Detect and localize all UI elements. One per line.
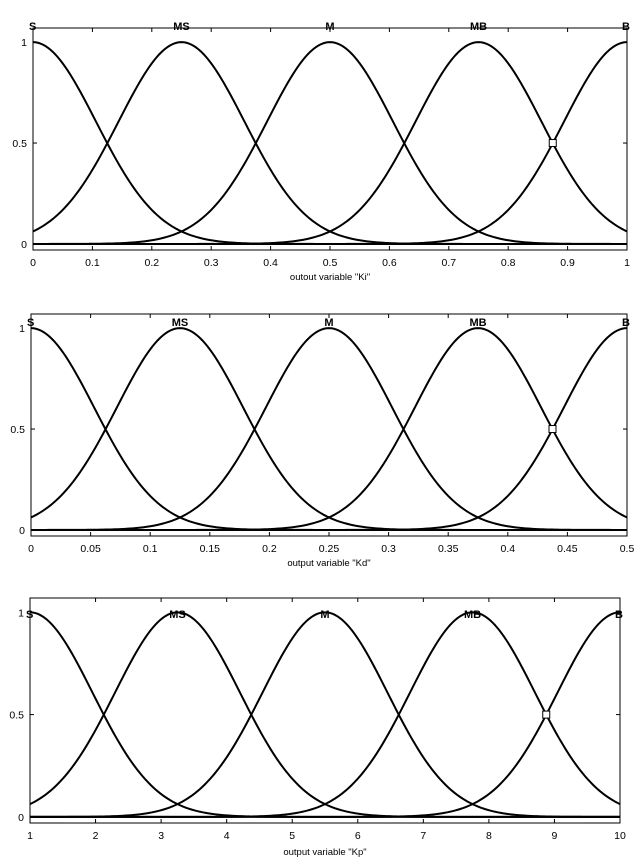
mf-label-mb: MB	[470, 21, 487, 33]
y-tick-label: 0.5	[10, 424, 25, 436]
y-tick-label: 1	[18, 607, 24, 619]
mf-label-ms: MS	[173, 21, 190, 33]
x-tick-label: 0.1	[85, 257, 100, 269]
x-tick-label: 0.3	[204, 257, 219, 269]
x-tick-label: 7	[420, 830, 426, 842]
series-line-mb	[33, 41, 628, 245]
x-tick-label: 0.7	[441, 257, 456, 269]
chart-ki: 0 0.1 0.2 0.3 0.4 0.5 0.6 0.7 0.8 0.9 1 0 0.5 1 outout…	[12, 21, 630, 283]
mf-label-m: M	[320, 609, 329, 621]
x-tick-label: 0.4	[500, 543, 515, 555]
selection-marker	[548, 139, 557, 148]
series-line-mb	[31, 327, 628, 531]
mf-label-ms: MS	[169, 609, 186, 621]
x-tick-label: 5	[289, 830, 295, 842]
x-tick-label: 1	[624, 257, 630, 269]
mf-label-b: B	[622, 317, 630, 329]
mf-label-mb: MB	[469, 317, 486, 329]
x-tick-label: 0.6	[382, 257, 397, 269]
series-line-b	[33, 41, 628, 245]
selection-marker	[548, 425, 557, 434]
series-line-b	[31, 327, 628, 531]
y-tick-label: 0	[21, 239, 27, 251]
y-tick-label: 0.5	[9, 710, 24, 722]
x-tick-label: 9	[552, 830, 558, 842]
x-axis-title: output variable "Kd"	[287, 558, 370, 569]
mf-label-mb: MB	[464, 609, 481, 621]
x-tick-label: 0.5	[620, 543, 635, 555]
series-line-m	[33, 41, 627, 245]
mf-label-m: M	[324, 317, 333, 329]
y-tick-label: 0	[18, 812, 24, 824]
x-tick-label: 0.45	[557, 543, 578, 555]
x-tick-label: 0.25	[319, 543, 340, 555]
x-tick-label: 0.2	[144, 257, 159, 269]
mf-label-s: S	[27, 317, 34, 329]
x-tick-label: 6	[355, 830, 361, 842]
series-line-ms	[32, 41, 627, 245]
x-tick-label: 0.05	[80, 543, 101, 555]
series-line-s	[30, 327, 627, 531]
x-tick-label: 0.9	[560, 257, 575, 269]
x-tick-label: 0.1	[143, 543, 158, 555]
mf-label-s: S	[29, 21, 36, 33]
x-tick-label: 3	[158, 830, 164, 842]
mf-label-b: B	[615, 609, 623, 621]
x-tick-label: 0.3	[381, 543, 396, 555]
x-axis-title: output variable "Kp"	[283, 847, 366, 858]
mf-label-b: B	[622, 21, 630, 33]
series-line-s	[32, 41, 627, 245]
y-tick-label: 1	[21, 37, 27, 49]
selection-marker	[542, 710, 551, 719]
plot-frame	[30, 313, 628, 537]
x-tick-label: 10	[614, 830, 626, 842]
series-line-m	[30, 611, 620, 818]
x-tick-label: 8	[486, 830, 492, 842]
x-tick-label: 2	[93, 830, 99, 842]
y-tick-label: 0.5	[12, 138, 27, 150]
series-line-ms	[30, 327, 627, 531]
y-tick-label: 1	[19, 323, 25, 335]
x-axis-title: outout variable "Ki"	[290, 272, 370, 283]
x-tick-label: 1	[27, 830, 33, 842]
x-tick-label: 0.15	[200, 543, 221, 555]
mf-label-s: S	[26, 609, 33, 621]
mf-label-m: M	[325, 21, 334, 33]
x-tick-label: 0	[30, 257, 36, 269]
x-tick-label: 0	[28, 543, 34, 555]
chart-kd: 0 0.05 0.1 0.15 0.2 0.25 0.3 0.35 0.4 0.45 0.5 0 0.5…	[10, 313, 635, 569]
x-tick-label: 0.35	[438, 543, 459, 555]
series-line-s	[29, 611, 620, 818]
chart-kp: 1 2 3 4 5 6 7 8 9 10 0 0.5 1 output variable "Kp" S MS M…	[9, 597, 626, 858]
x-tick-label: 0.5	[323, 257, 338, 269]
plot-frame	[29, 597, 621, 824]
x-tick-label: 0.8	[501, 257, 516, 269]
series-line-b	[30, 611, 621, 818]
series-line-mb	[30, 611, 621, 818]
y-tick-label: 0	[19, 525, 25, 537]
plot-frame	[32, 27, 628, 251]
series-line-m	[31, 327, 627, 531]
x-tick-label: 4	[224, 830, 230, 842]
x-tick-label: 0.2	[262, 543, 277, 555]
x-tick-label: 0.4	[263, 257, 278, 269]
series-line-ms	[29, 611, 620, 818]
mf-label-ms: MS	[172, 317, 189, 329]
